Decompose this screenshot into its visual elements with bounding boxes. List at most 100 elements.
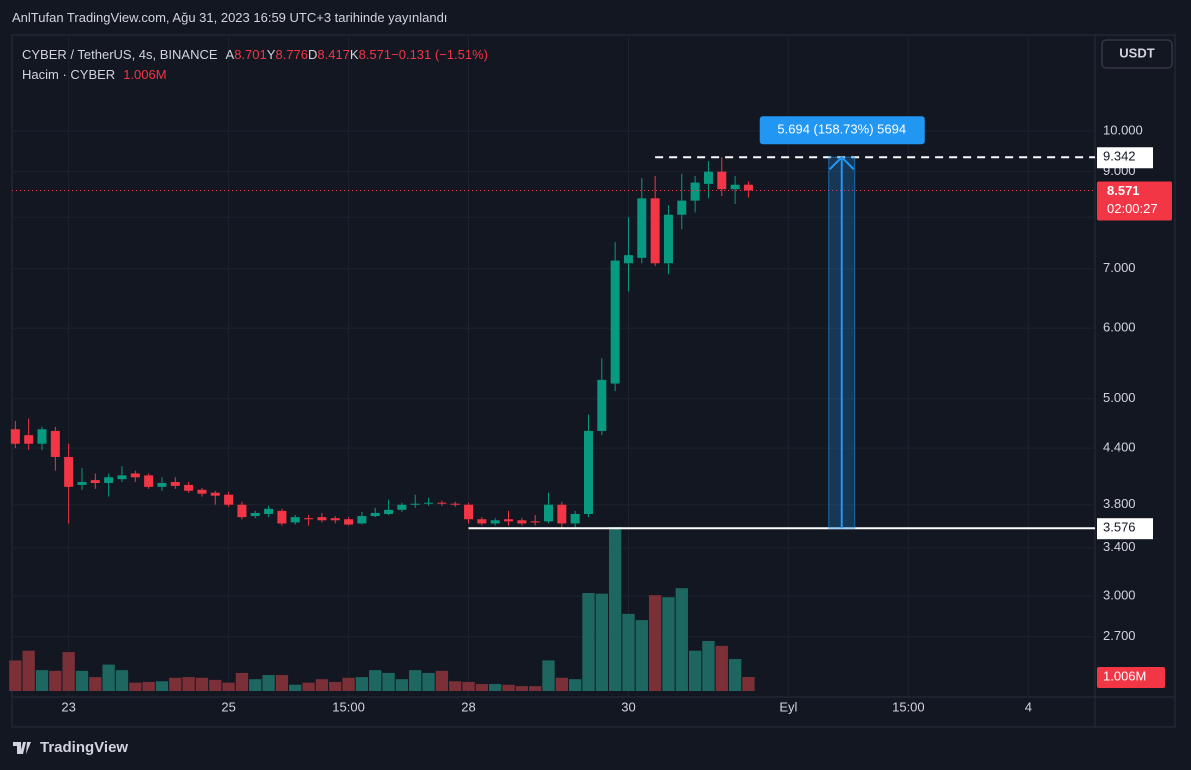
- volume-bar: [209, 679, 222, 691]
- price-box-label: 3.576: [1103, 520, 1136, 535]
- candle-body: [197, 489, 207, 494]
- x-tick-label: 28: [461, 699, 475, 714]
- ohlc-label: D: [307, 47, 318, 62]
- volume-bar: [702, 640, 715, 691]
- legend-row: Hacim · CYBER 1.006M: [22, 65, 488, 85]
- volume-bar: [62, 652, 75, 691]
- currency-label: USDT: [1119, 45, 1154, 60]
- ohlc-label: Y: [266, 47, 276, 62]
- volume-bar: [102, 664, 115, 691]
- candle-body: [450, 503, 460, 505]
- volume-bar: [169, 677, 182, 691]
- candle-body: [650, 198, 660, 264]
- candle-body: [610, 260, 620, 384]
- y-tick-label: 7.000: [1103, 260, 1136, 275]
- y-tick-label: 5.000: [1103, 390, 1136, 405]
- candle-body: [117, 475, 127, 480]
- volume-bar: [22, 650, 35, 691]
- logo: TradingView: [13, 739, 128, 756]
- volume-bar: [395, 679, 409, 691]
- ohlc-value: 8.776: [275, 47, 308, 62]
- volume-box-label: 1.006M: [1103, 668, 1146, 683]
- volume-bar: [435, 670, 449, 691]
- volume-bar: [195, 677, 209, 691]
- candle-body: [224, 494, 234, 505]
- candle-body: [557, 504, 567, 524]
- volume-bar: [262, 675, 275, 691]
- volume-bar: [568, 679, 582, 691]
- volume-bar: [529, 686, 542, 691]
- candle-body: [530, 521, 540, 523]
- volume-bar: [382, 672, 395, 691]
- ohlc-value: 8.571: [358, 47, 392, 62]
- last-price-label: 8.571: [1107, 183, 1140, 198]
- candle-body: [703, 171, 713, 184]
- y-tick-label: 4.400: [1103, 440, 1136, 455]
- candle-body: [397, 504, 407, 510]
- y-tick-label: 3.800: [1103, 496, 1136, 511]
- candle-body: [290, 517, 300, 523]
- volume-bar: [688, 650, 702, 691]
- candle-body: [623, 255, 633, 264]
- volume-bar: [75, 670, 89, 691]
- candle-body: [24, 435, 34, 444]
- change: −0.131 (−1.51%): [391, 47, 488, 62]
- volume-bar: [462, 681, 475, 691]
- volume-bar: [249, 679, 262, 691]
- x-tick-label: 25: [221, 699, 235, 714]
- volume-bar: [235, 672, 249, 691]
- measure-label-box: [759, 116, 925, 145]
- x-tick-label: 15:00: [892, 699, 925, 714]
- volume-bar: [342, 677, 355, 691]
- volume-bar: [502, 684, 515, 691]
- logo-icon: [13, 742, 31, 754]
- candle-body: [677, 200, 687, 215]
- candle-body: [663, 214, 673, 264]
- candle-body: [330, 518, 340, 521]
- candle-body: [437, 502, 447, 504]
- candle-body: [250, 512, 260, 517]
- price-box-label: 9.342: [1103, 149, 1136, 164]
- candle-body: [10, 429, 20, 444]
- volume-title: Hacim · CYBER: [22, 67, 116, 82]
- measure-arrow: [829, 155, 855, 529]
- volume-bar: [662, 597, 675, 691]
- volume-bar: [449, 681, 462, 691]
- volume-bar: [622, 613, 635, 691]
- volume-bar: [608, 527, 622, 691]
- volume-bar: [422, 672, 435, 691]
- candle-body: [344, 519, 354, 525]
- volume-bar: [275, 675, 289, 691]
- candle-body: [184, 484, 194, 491]
- x-tick-label: Eyl: [779, 699, 797, 714]
- header: AnlTufan TradingView.com, Ağu 31, 2023 1…: [12, 10, 448, 25]
- candle-body: [490, 520, 500, 524]
- candle-body: [464, 504, 474, 520]
- volume-bar: [742, 677, 755, 691]
- candle-body: [477, 519, 487, 524]
- candle-body: [717, 171, 727, 190]
- symbol: CYBER / TetherUS, 4s, BINANCE: [22, 47, 218, 62]
- volume-bar: [315, 679, 329, 691]
- candle-body: [170, 482, 180, 486]
- candle-body: [64, 456, 74, 487]
- volume-bar: [715, 645, 728, 691]
- candle-body: [597, 379, 607, 431]
- volume-bar: [648, 595, 662, 691]
- volume-bar: [182, 677, 195, 691]
- brand: TradingView: [40, 739, 128, 756]
- y-tick-label: 3.400: [1103, 539, 1136, 554]
- volume-bar: [489, 684, 502, 691]
- countdown-label: 02:00:27: [1107, 201, 1158, 216]
- candle-body: [237, 504, 247, 518]
- candle-body: [210, 492, 220, 496]
- volume-bar: [582, 593, 595, 691]
- candle-body: [370, 512, 380, 517]
- volume-bar: [49, 670, 62, 691]
- candle-body: [264, 508, 274, 514]
- volume-bar: [475, 684, 489, 691]
- currency-button[interactable]: [1101, 39, 1173, 69]
- y-tick-label: 6.000: [1103, 320, 1136, 335]
- volume-bar: [329, 681, 342, 691]
- x-tick-label: 4: [1025, 699, 1032, 714]
